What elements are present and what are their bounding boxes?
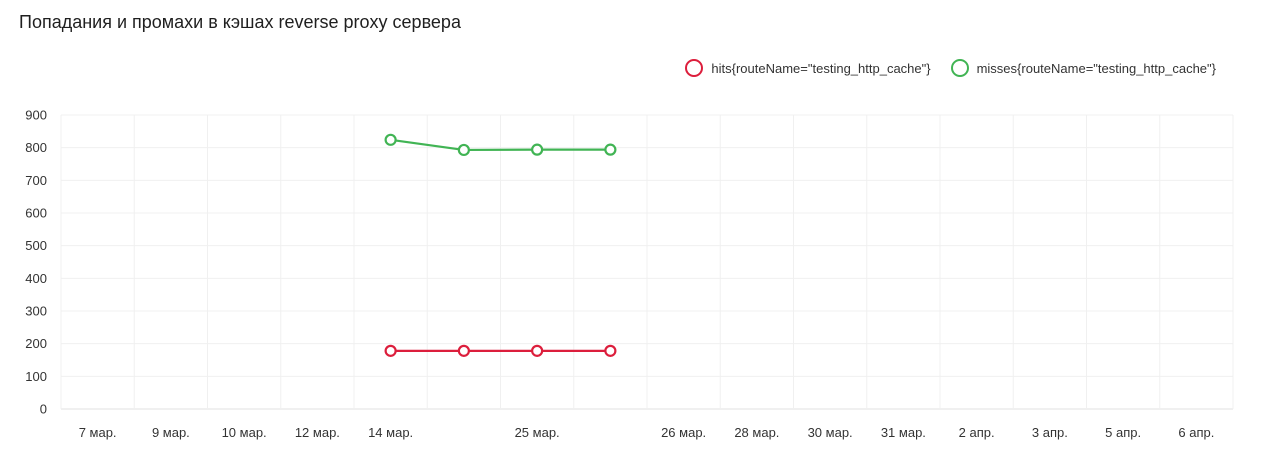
legend-item-hits[interactable]: hits{routeName="testing_http_cache"} [685,59,931,77]
x-tick-label: 7 мар. [79,425,117,440]
data-point-hits [457,344,470,357]
y-tick-label: 700 [25,173,47,188]
y-tick-label: 300 [25,304,47,319]
chart-legend: hits{routeName="testing_http_cache"} mis… [685,59,1216,77]
x-tick-label: 14 мар. [368,425,413,440]
legend-label-misses: misses{routeName="testing_http_cache"} [976,60,1216,76]
data-point-misses [531,143,544,156]
data-point-misses [604,143,617,156]
chart-title: Попадания и промахи в кэшах reverse prox… [19,12,461,32]
legend-item-misses[interactable]: misses{routeName="testing_http_cache"} [950,59,1216,77]
data-point-hits [531,344,544,357]
legend-swatch-hits [685,59,704,77]
x-tick-label: 12 мар. [295,425,340,440]
y-tick-label: 600 [25,206,47,221]
y-tick-label: 400 [25,271,47,286]
series-line-misses [390,138,611,152]
data-point-hits [604,344,617,357]
x-tick-label: 5 апр. [1105,425,1141,440]
x-tick-label: 3 апр. [1032,425,1068,440]
x-tick-label: 2 апр. [959,425,995,440]
y-tick-label: 900 [25,108,47,123]
y-tick-label: 800 [25,140,47,155]
y-tick-label: 200 [25,336,47,351]
legend-swatch-misses [950,59,969,77]
y-tick-label: 100 [25,369,47,384]
x-tick-label: 31 мар. [881,425,926,440]
x-tick-label: 28 мар. [734,425,779,440]
x-tick-label: 9 мар. [152,425,190,440]
x-tick-label: 6 апр. [1178,425,1214,440]
x-tick-label: 30 мар. [808,425,853,440]
legend-label-hits: hits{routeName="testing_http_cache"} [711,60,931,76]
x-tick-label: 10 мар. [222,425,267,440]
data-point-hits [384,344,397,357]
y-tick-label: 500 [25,238,47,253]
y-tick-label: 0 [40,402,47,417]
x-tick-label: 25 мар. [515,425,560,440]
data-point-misses [384,133,397,146]
x-tick-label: 26 мар. [661,425,706,440]
data-point-misses [457,143,470,157]
